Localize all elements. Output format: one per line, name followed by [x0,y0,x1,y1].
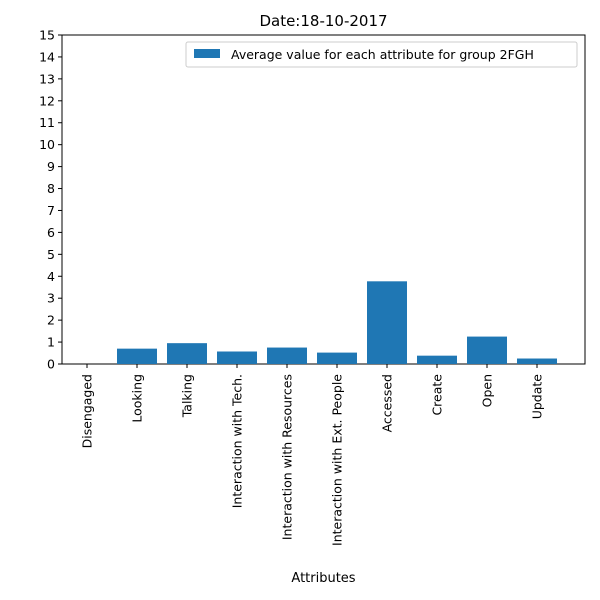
y-tick-label: 15 [39,28,55,43]
y-tick-label: 12 [39,93,55,108]
y-tick-label: 1 [47,335,55,350]
y-tick-label: 11 [39,115,55,130]
bar-open [467,336,507,364]
bar-interaction-with-tech [217,351,257,364]
x-axis-label: Attributes [291,571,355,586]
legend-label: Average value for each attribute for gro… [231,47,534,62]
x-tick-label: Interaction with Tech. [230,374,245,508]
y-tick-label: 2 [47,313,55,328]
x-tick-label: Interaction with Resources [280,374,295,540]
bar-update [517,358,557,364]
legend-swatch [194,49,220,58]
x-tick-label: Looking [130,374,145,423]
y-tick-label: 8 [47,181,55,196]
x-tick-label: Open [480,374,495,407]
bar-create [417,355,457,364]
y-tick-label: 10 [39,137,55,152]
legend-frame [185,41,578,68]
x-axis: Disengaged Looking Talking Interaction with… [80,364,545,546]
y-tick-label: 3 [47,291,55,306]
y-tick-label: 4 [47,269,55,284]
x-tick-label: Create [430,374,445,416]
y-tick-label: 14 [39,49,55,64]
chart-title: Date:18-10-2017 [259,12,387,30]
x-tick-label: Update [530,374,545,420]
bar-accessed [367,281,407,364]
bar-interaction-with-resources [267,347,307,364]
y-tick-label: 0 [47,357,55,372]
plot-area [61,34,586,365]
y-tick-label: 5 [47,247,55,262]
bars [117,281,557,364]
y-tick-label: 13 [39,71,55,86]
x-tick-label: Accessed [380,374,395,432]
bar-interaction-with-ext-people [317,352,357,364]
y-tick-label: 9 [47,159,55,174]
legend: Average value for each attribute for gro… [185,41,578,68]
bar-looking [117,348,157,364]
x-tick-label: Disengaged [80,374,95,448]
x-tick-label: Talking [180,374,195,418]
y-tick-label: 6 [47,225,55,240]
y-tick-label: 7 [47,203,55,218]
plot-frame [61,34,586,365]
x-tick-label: Interaction with Ext. People [330,374,345,546]
bar-talking [167,343,207,364]
